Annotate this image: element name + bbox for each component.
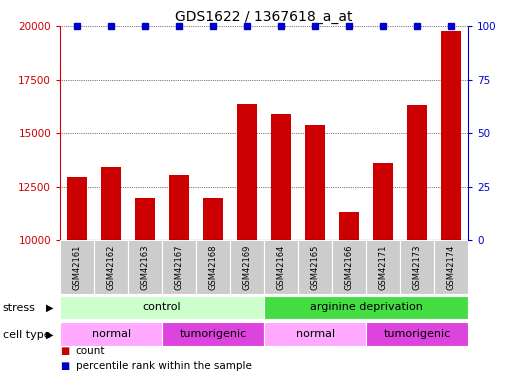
Bar <box>434 240 468 294</box>
Bar <box>169 175 189 375</box>
Text: ■: ■ <box>60 346 70 355</box>
Bar <box>128 240 162 294</box>
Bar <box>441 30 461 375</box>
Bar <box>298 240 332 294</box>
Text: GSM42161: GSM42161 <box>73 244 82 290</box>
Bar <box>230 240 264 294</box>
Text: ■: ■ <box>60 361 70 370</box>
Text: ▶: ▶ <box>46 303 53 313</box>
Bar <box>264 240 298 294</box>
Text: percentile rank within the sample: percentile rank within the sample <box>76 361 252 370</box>
Bar <box>162 240 196 294</box>
Text: GSM42168: GSM42168 <box>209 244 218 290</box>
Bar <box>366 240 400 294</box>
Text: normal: normal <box>92 329 131 339</box>
Bar <box>94 240 128 294</box>
Text: GSM42174: GSM42174 <box>447 244 456 290</box>
Text: GSM42163: GSM42163 <box>141 244 150 290</box>
Text: GSM42173: GSM42173 <box>413 244 422 290</box>
Text: GSM42167: GSM42167 <box>175 244 184 290</box>
Bar <box>162 322 264 346</box>
Bar <box>305 124 325 375</box>
Text: control: control <box>143 303 181 312</box>
Text: tumorigenic: tumorigenic <box>179 329 247 339</box>
Text: count: count <box>76 346 105 355</box>
Bar <box>366 322 468 346</box>
Text: cell type: cell type <box>3 330 50 339</box>
Text: GSM42164: GSM42164 <box>277 244 286 290</box>
Text: normal: normal <box>295 329 335 339</box>
Bar <box>373 163 393 375</box>
Text: stress: stress <box>3 303 36 313</box>
Title: GDS1622 / 1367618_a_at: GDS1622 / 1367618_a_at <box>175 10 353 24</box>
Bar <box>237 104 257 375</box>
Text: arginine deprivation: arginine deprivation <box>310 303 423 312</box>
Bar <box>135 198 155 375</box>
Bar <box>332 240 366 294</box>
Bar <box>400 240 434 294</box>
Bar <box>196 240 230 294</box>
Bar <box>264 296 468 320</box>
Bar <box>203 198 223 375</box>
Bar <box>101 167 121 375</box>
Bar <box>264 322 366 346</box>
Bar <box>339 212 359 375</box>
Text: GSM42169: GSM42169 <box>243 244 252 290</box>
Bar <box>67 177 87 375</box>
Text: GSM42165: GSM42165 <box>311 244 320 290</box>
Text: tumorigenic: tumorigenic <box>383 329 451 339</box>
Bar <box>60 296 264 320</box>
Text: ▶: ▶ <box>46 330 53 339</box>
Text: GSM42166: GSM42166 <box>345 244 354 290</box>
Text: GSM42162: GSM42162 <box>107 244 116 290</box>
Bar <box>407 105 427 375</box>
Bar <box>60 240 94 294</box>
Text: GSM42171: GSM42171 <box>379 244 388 290</box>
Bar <box>271 114 291 375</box>
Bar <box>60 322 162 346</box>
